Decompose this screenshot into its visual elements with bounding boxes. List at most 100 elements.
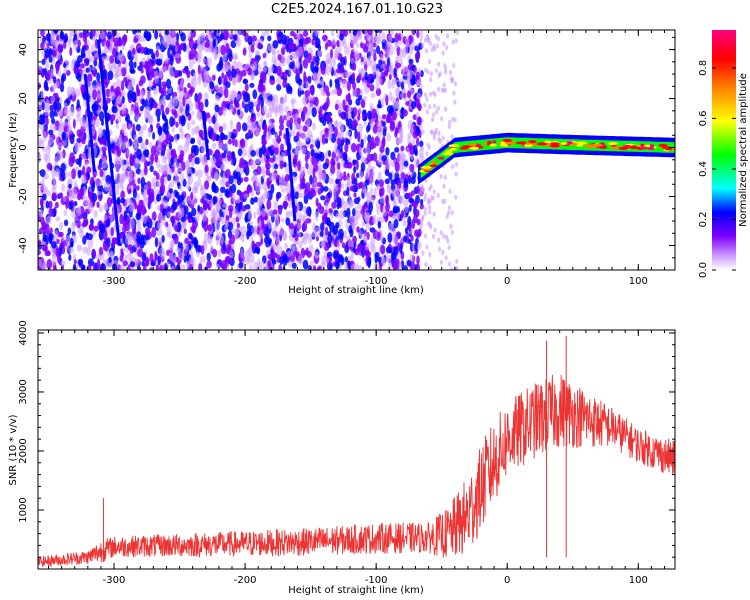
spectrogram-cell	[226, 103, 230, 109]
spectrogram-cell	[101, 146, 107, 152]
spectrogram-cell	[94, 139, 98, 145]
spectrogram-cell	[358, 107, 362, 114]
spectrogram-cell	[108, 256, 112, 264]
spectrogram-cell	[194, 101, 199, 110]
spectrogram-cell	[309, 174, 313, 185]
spectrogram-cell	[358, 181, 364, 189]
spectrogram-cell	[75, 209, 82, 217]
spectrogram-cell	[298, 38, 304, 48]
spectrogram-cell	[101, 160, 108, 169]
spectrogram-cell	[173, 95, 179, 107]
spectrogram-cell	[206, 260, 212, 269]
carrier-cell	[576, 141, 588, 145]
spectrogram-cell	[305, 162, 309, 170]
spectrogram-cell	[416, 30, 420, 39]
spectrogram-cell	[127, 50, 132, 60]
spectrogram-cell	[365, 243, 370, 251]
spectrogram-cell	[129, 66, 135, 74]
spectrogram-cell	[431, 233, 436, 239]
spectrogram-cell	[139, 199, 144, 211]
spectrogram-cell	[452, 90, 456, 96]
spectrogram-cell	[344, 45, 350, 56]
spectrogram-cell	[312, 72, 317, 79]
spectrogram-cell	[156, 229, 163, 236]
spectrogram-cell	[395, 62, 402, 69]
spectrogram-cell	[239, 157, 245, 166]
spectrogram-cell	[247, 214, 251, 221]
spectrogram-cell	[38, 259, 43, 268]
spectrogram-cell	[133, 108, 140, 115]
spectrogram-cell	[247, 129, 252, 137]
spectrogram-cell	[424, 48, 428, 54]
spectrogram-cell	[428, 104, 432, 110]
spectrogram-cell	[444, 66, 448, 72]
spectrogram-cell	[388, 247, 392, 254]
spectrogram-cell	[378, 30, 383, 34]
spectrogram-cell	[373, 53, 377, 62]
spectrogram-cell	[188, 217, 192, 224]
spectrogram-cell	[425, 151, 429, 157]
spectrogram-cell	[169, 240, 175, 248]
carrier-cell	[421, 165, 432, 169]
spectrogram-cell	[312, 222, 316, 233]
spectrogram-cell	[363, 134, 367, 143]
spectrogram-cell	[210, 156, 217, 165]
spectrogram-cell	[237, 109, 241, 116]
spectrogram-cell	[184, 160, 191, 168]
spectrogram-cell	[392, 260, 397, 270]
spectrogram-cell	[222, 107, 227, 117]
spectrogram-cell	[67, 227, 72, 235]
spectrogram-cell	[250, 150, 256, 157]
spectrogram-cell	[321, 134, 326, 145]
spectrogram-cell	[342, 99, 346, 110]
spectrogram-cell	[376, 256, 381, 262]
spectrogram-cell	[392, 206, 399, 214]
spectrogram-cell	[126, 149, 131, 157]
spectrogram-cell	[416, 79, 421, 86]
spectrogram-cell	[357, 122, 363, 133]
spectrogram-cell	[316, 105, 321, 112]
spectrogram-cell	[158, 137, 162, 148]
spectrogram-cell	[360, 56, 364, 63]
spectrogram-cell	[375, 83, 380, 91]
spectrogram-cell	[416, 231, 421, 239]
spectrogram-cell	[398, 261, 403, 270]
spectrogram-cell	[48, 207, 53, 217]
spectrogram-cell	[321, 214, 328, 221]
spectrogram-cell	[62, 62, 67, 69]
spectrogram-cell	[413, 125, 417, 131]
spectrogram-cell	[185, 44, 191, 54]
spectrogram-cell	[157, 58, 163, 65]
spectrogram-cell	[300, 147, 307, 155]
spectrogram-cell	[267, 219, 273, 230]
spectrogram-cell	[368, 201, 373, 213]
spectrogram-cell	[417, 241, 422, 248]
spectrogram-cell	[455, 258, 459, 264]
tick-label: 0.8	[698, 60, 709, 76]
spectrogram-cell	[197, 112, 203, 122]
spectrogram-cell	[225, 215, 230, 221]
spectrogram-cell	[257, 42, 262, 49]
spectrogram-cell	[195, 251, 200, 258]
spectrogram-cell	[278, 31, 284, 38]
spectrogram-cell	[333, 186, 338, 192]
spectrogram-cell	[252, 89, 258, 100]
spectrogram-cell	[432, 189, 436, 195]
spectrogram-cell	[249, 220, 254, 226]
spectrogram-cell	[297, 46, 304, 56]
spectrogram-cell	[442, 233, 446, 239]
spectrogram-cell	[73, 259, 77, 265]
spectrogram-cell	[149, 141, 153, 149]
spectrogram-cell	[227, 205, 234, 212]
spectrogram-cell	[218, 198, 222, 206]
spectrogram-cell	[200, 245, 205, 255]
spectrogram-cell	[319, 151, 325, 162]
spectrogram-cell	[252, 122, 257, 131]
spectrogram-cell	[450, 229, 454, 235]
spectrogram-cell	[429, 76, 433, 83]
spectrogram-cell	[79, 187, 85, 197]
carrier-cell	[459, 146, 469, 150]
spectrogram-cell	[345, 131, 351, 137]
spectrogram-cell	[425, 109, 429, 115]
spectrogram-cell	[61, 131, 66, 141]
